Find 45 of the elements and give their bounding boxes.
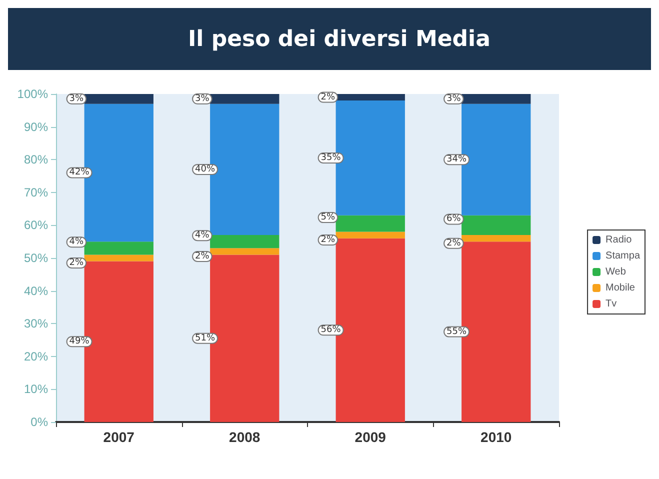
data-label: 35% (320, 152, 342, 163)
y-tick-label: 90% (24, 120, 48, 134)
x-tick-label: 2009 (354, 429, 386, 445)
bar (84, 242, 154, 255)
y-tick-label: 80% (24, 152, 48, 167)
data-label: 3% (195, 94, 210, 104)
data-label: 3% (69, 94, 84, 104)
y-tick-label: 30% (24, 316, 48, 331)
legend-label: Stampa (606, 250, 640, 262)
data-label: 55% (446, 326, 467, 337)
x-tick-label: 2008 (229, 429, 260, 445)
data-label: 56% (320, 325, 342, 336)
data-label: 2% (69, 258, 84, 268)
legend-label: Tv (606, 298, 617, 310)
y-tick-label: 40% (24, 284, 48, 298)
data-label: 40% (195, 164, 216, 174)
data-label: 5% (320, 212, 336, 223)
data-label: 42% (69, 168, 90, 178)
data-label: 2% (320, 92, 336, 102)
data-label: 2% (320, 235, 336, 246)
x-tick-label: 2007 (103, 429, 135, 445)
legend-label: Web (606, 266, 626, 278)
x-tick-label: 2010 (480, 429, 512, 445)
data-label: 2% (195, 251, 210, 262)
chart-title: Il peso dei diversi Media (8, 8, 651, 70)
data-label: 2% (446, 238, 462, 248)
y-tick-label: 70% (24, 185, 48, 200)
bar (210, 235, 280, 248)
data-label: 6% (446, 214, 462, 224)
data-label: 4% (195, 230, 210, 241)
legend-label: Mobile (606, 282, 636, 294)
y-tick-label: 50% (24, 251, 48, 265)
bar (462, 215, 531, 236)
y-tick-label: 0% (30, 415, 48, 429)
legend-label: Radio (606, 234, 632, 246)
bar (336, 215, 405, 232)
y-tick-label: 10% (24, 382, 48, 396)
y-tick-label: 100% (17, 87, 48, 101)
data-label: 3% (446, 94, 462, 104)
y-tick-label: 20% (24, 349, 48, 364)
y-tick-label: 60% (24, 218, 48, 232)
data-label: 34% (446, 154, 467, 165)
data-label: 51% (195, 333, 216, 344)
data-label: 4% (69, 237, 84, 248)
data-label: 49% (69, 336, 90, 347)
